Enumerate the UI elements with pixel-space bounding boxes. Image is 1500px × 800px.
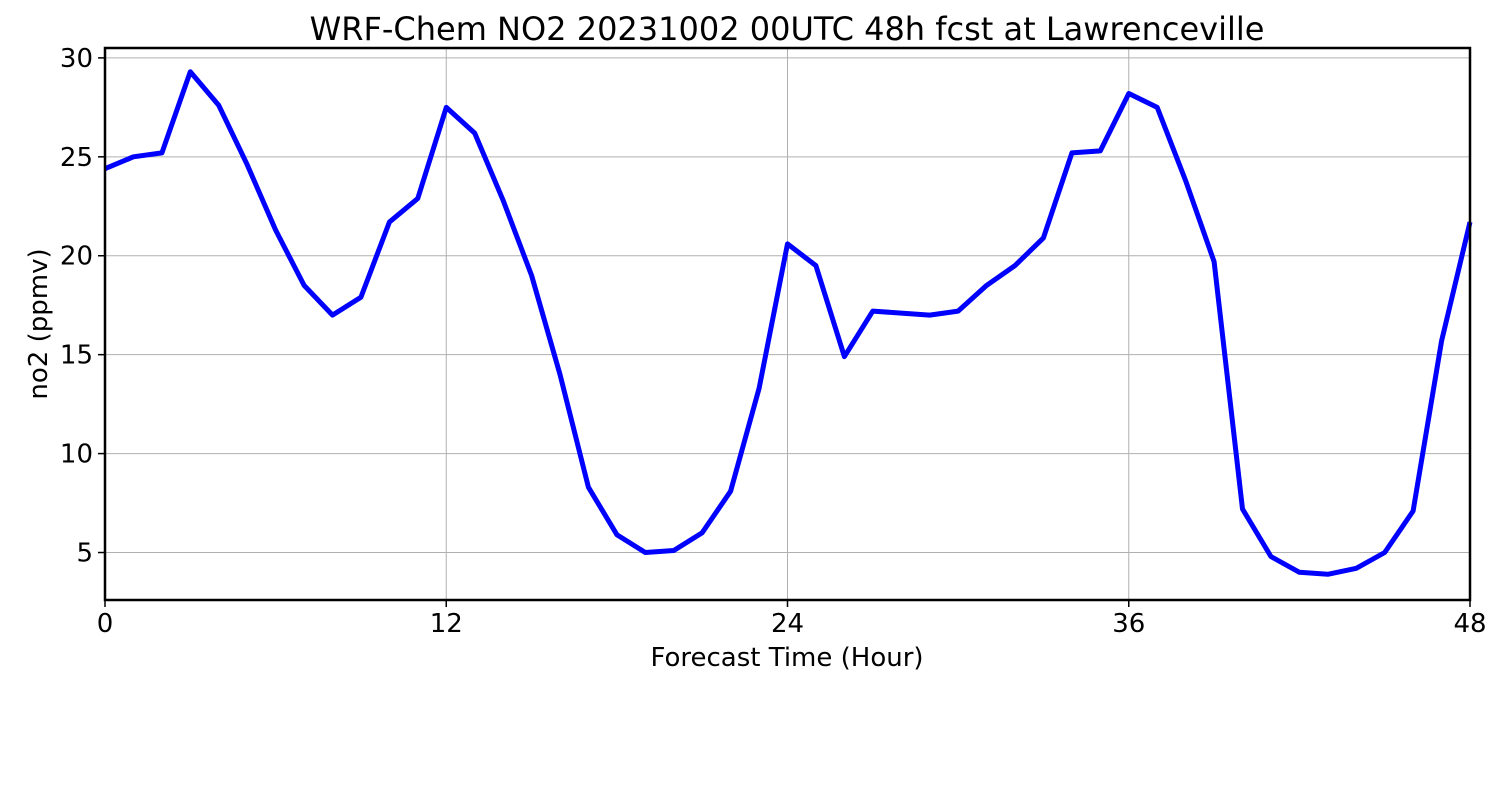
y-tick-label: 5 bbox=[76, 539, 93, 569]
y-tick-label: 15 bbox=[60, 341, 93, 371]
grid-lines bbox=[104, 48, 1471, 600]
series-layer bbox=[104, 69, 1473, 577]
x-tick-label: 0 bbox=[97, 609, 114, 639]
y-tick-label: 30 bbox=[60, 44, 93, 74]
y-tick-label: 20 bbox=[60, 242, 93, 272]
x-tick-label: 36 bbox=[1112, 609, 1145, 639]
x-axis-label: Forecast Time (Hour) bbox=[650, 643, 923, 673]
y-tick-label: 25 bbox=[60, 143, 93, 173]
chart-title: WRF-Chem NO2 20231002 00UTC 48h fcst at … bbox=[310, 10, 1265, 48]
x-tick-label: 24 bbox=[771, 609, 804, 639]
x-tick-label: 48 bbox=[1453, 609, 1486, 639]
axis-ticks: 0 12 24 36 48 5 10 15 20 25 30 bbox=[60, 44, 1487, 639]
x-tick-label: 12 bbox=[430, 609, 463, 639]
y-axis-label: no2 (ppmv) bbox=[24, 248, 54, 399]
y-tick-label: 10 bbox=[60, 440, 93, 470]
series-line-no2 bbox=[104, 69, 1473, 577]
